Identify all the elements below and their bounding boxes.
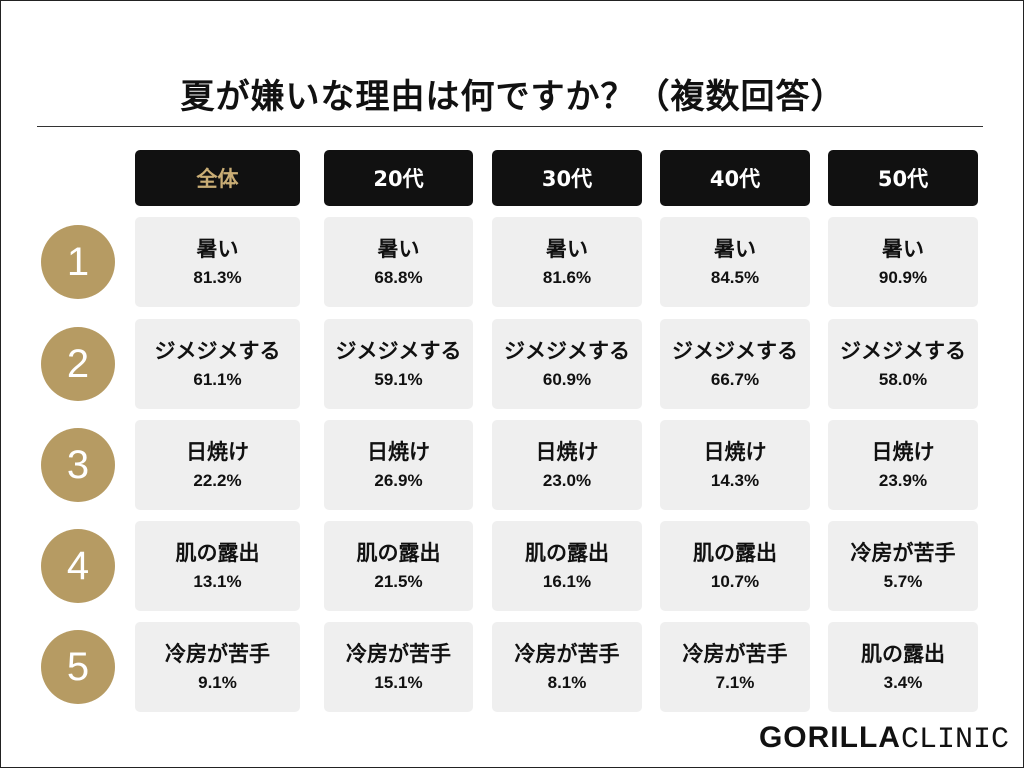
reason-label: ジメジメする (504, 339, 630, 363)
reason-label: ジメジメする (335, 339, 462, 363)
reason-label: 冷房が苦手 (165, 642, 270, 666)
reason-label: ジメジメする (672, 339, 798, 363)
reason-label: 暑い (714, 237, 756, 261)
rank-badge: 2 (41, 327, 115, 401)
reason-label: 冷房が苦手 (682, 642, 788, 666)
rank-badge: 1 (41, 225, 115, 299)
column-header: 20代 (324, 150, 473, 206)
percentage-value: 10.7% (710, 572, 760, 591)
ranking-cell: 暑い 81.3% (135, 217, 300, 307)
reason-label: 日焼け (367, 440, 430, 464)
percentage-value: 23.9% (878, 471, 928, 490)
ranking-cell: 暑い 84.5% (660, 217, 810, 307)
ranking-cell: 日焼け 23.0% (492, 420, 642, 510)
reason-label: 日焼け (703, 440, 767, 464)
ranking-cell: ジメジメする 58.0% (828, 319, 978, 409)
reason-label: 日焼け (186, 440, 249, 464)
ranking-cell: ジメジメする 66.7% (660, 319, 810, 409)
reason-label: ジメジメする (840, 339, 966, 363)
page-title: 夏が嫌いな理由は何ですか？（複数回答） (180, 77, 846, 117)
ranking-cell: 肌の露出 10.7% (660, 521, 810, 611)
ranking-cell: 冷房が苦手 7.1% (660, 622, 810, 712)
ranking-cell: 暑い 90.9% (828, 217, 978, 307)
percentage-value: 26.9% (374, 471, 423, 490)
percentage-value: 8.1% (547, 673, 587, 692)
percentage-value: 60.9% (542, 370, 592, 389)
column-header: 全体 (135, 150, 300, 206)
percentage-value: 90.9% (878, 268, 928, 287)
ranking-cell: ジメジメする 59.1% (324, 319, 473, 409)
reason-label: 肌の露出 (693, 541, 777, 565)
ranking-cell: ジメジメする 60.9% (492, 319, 642, 409)
reason-label: 暑い (377, 237, 420, 261)
ranking-cell: 肌の露出 16.1% (492, 521, 642, 611)
ranking-cell: 暑い 81.6% (492, 217, 642, 307)
percentage-value: 14.3% (710, 471, 760, 490)
logo-text-clinic: CLINIC (900, 723, 1009, 757)
percentage-value: 5.7% (883, 572, 923, 591)
column-header: 30代 (492, 150, 642, 206)
ranking-cell: 冷房が苦手 15.1% (324, 622, 473, 712)
reason-label: 肌の露出 (525, 541, 609, 565)
ranking-cell: ジメジメする 61.1% (135, 319, 300, 409)
ranking-cell: 日焼け 14.3% (660, 420, 810, 510)
percentage-value: 13.1% (193, 572, 242, 591)
percentage-value: 16.1% (542, 572, 592, 591)
percentage-value: 66.7% (710, 370, 760, 389)
reason-label: 肌の露出 (861, 642, 945, 666)
percentage-value: 59.1% (374, 370, 423, 389)
reason-label: 冷房が苦手 (514, 642, 620, 666)
ranking-cell: 肌の露出 13.1% (135, 521, 300, 611)
reason-label: 肌の露出 (175, 541, 260, 565)
rank-badge: 3 (41, 428, 115, 502)
percentage-value: 58.0% (878, 370, 928, 389)
ranking-cell: 冷房が苦手 8.1% (492, 622, 642, 712)
ranking-cell: 日焼け 22.2% (135, 420, 300, 510)
ranking-cell: 日焼け 26.9% (324, 420, 473, 510)
percentage-value: 61.1% (193, 370, 242, 389)
title-divider (37, 126, 983, 127)
ranking-cell: 暑い 68.8% (324, 217, 473, 307)
reason-label: 暑い (882, 237, 924, 261)
percentage-value: 15.1% (374, 673, 423, 692)
reason-label: 冷房が苦手 (346, 642, 451, 666)
percentage-value: 23.0% (542, 471, 592, 490)
ranking-cell: 冷房が苦手 9.1% (135, 622, 300, 712)
reason-label: 日焼け (871, 440, 935, 464)
rank-badge: 4 (41, 529, 115, 603)
reason-label: 肌の露出 (356, 541, 441, 565)
percentage-value: 81.3% (193, 268, 242, 287)
ranking-cell: 冷房が苦手 5.7% (828, 521, 978, 611)
percentage-value: 9.1% (198, 673, 237, 692)
column-header: 50代 (828, 150, 978, 206)
logo-text-gorilla: GORILLA (758, 721, 901, 754)
column-header: 40代 (660, 150, 810, 206)
rank-badge: 5 (41, 630, 115, 704)
reason-label: ジメジメする (154, 339, 281, 363)
ranking-cell: 肌の露出 21.5% (324, 521, 473, 611)
percentage-value: 81.6% (542, 268, 592, 287)
percentage-value: 84.5% (710, 268, 760, 287)
percentage-value: 21.5% (374, 572, 423, 591)
ranking-cell: 肌の露出 3.4% (828, 622, 978, 712)
reason-label: 日焼け (535, 440, 599, 464)
reason-label: 暑い (196, 237, 239, 261)
percentage-value: 68.8% (374, 268, 423, 287)
ranking-cell: 日焼け 23.9% (828, 420, 978, 510)
percentage-value: 7.1% (715, 673, 755, 692)
percentage-value: 22.2% (193, 471, 242, 490)
reason-label: 暑い (546, 237, 588, 261)
brand-logo: GORILLACLINIC (759, 721, 1009, 757)
percentage-value: 3.4% (883, 673, 923, 692)
reason-label: 冷房が苦手 (850, 541, 956, 565)
